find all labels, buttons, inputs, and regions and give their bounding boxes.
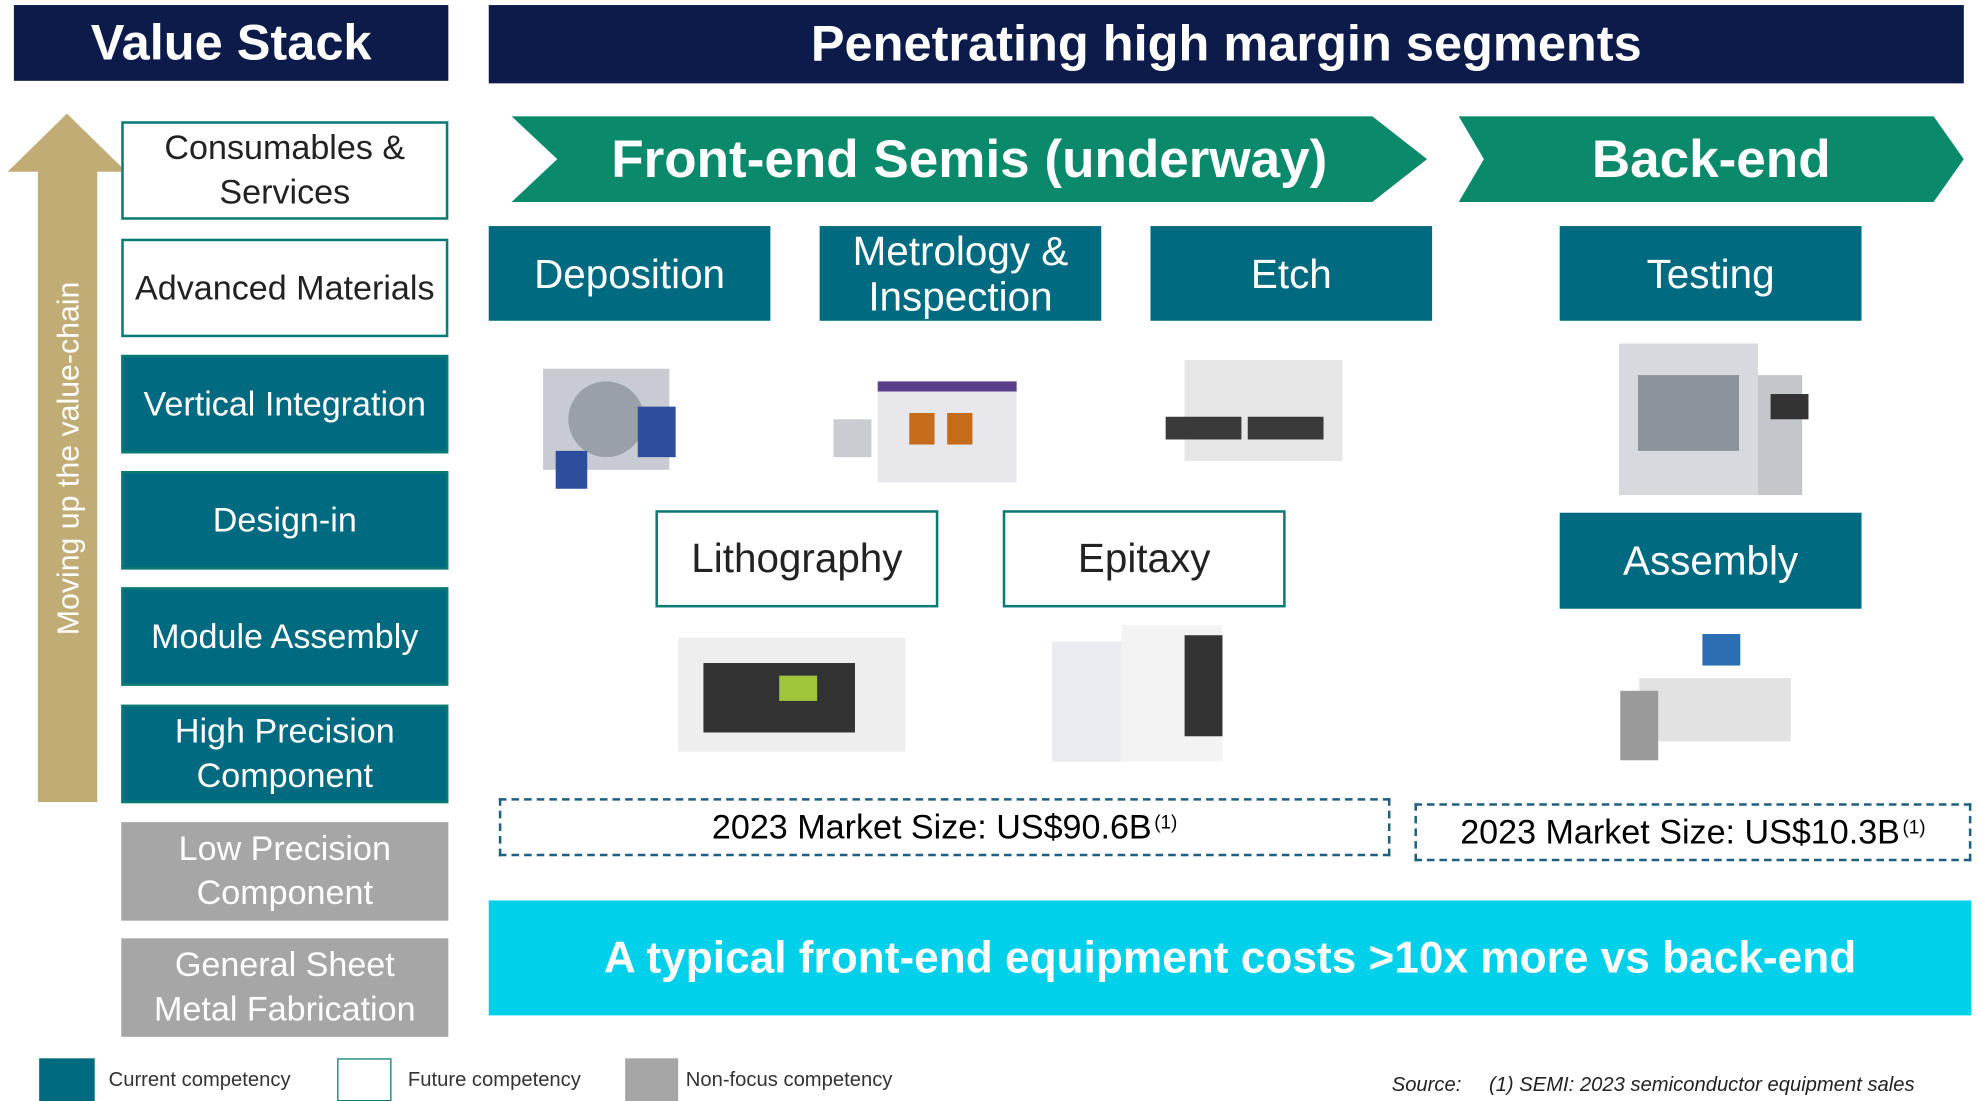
- segment: Deposition: [489, 226, 771, 321]
- equipment-image: [1159, 354, 1346, 474]
- equipment-image: [672, 625, 912, 758]
- axis-label: Moving up the value-chain: [52, 282, 85, 636]
- legend-label: Future competency: [408, 1070, 581, 1093]
- market-size-text: 2023 Market Size: US$10.3B: [1460, 813, 1900, 852]
- market-size: 2023 Market Size: US$10.3B(1): [1414, 803, 1971, 861]
- stack-item: Advanced Materials: [121, 239, 448, 338]
- page: Value Stack Penetrating high margin segm…: [0, 0, 1981, 1100]
- segment: Epitaxy: [1003, 510, 1286, 607]
- stack-item: High Precision Component: [121, 705, 448, 804]
- stack-item: Vertical Integration: [121, 355, 448, 454]
- equipment-image: [1046, 623, 1238, 768]
- legend-label: Current competency: [109, 1070, 291, 1093]
- right-title: Penetrating high margin segments: [489, 5, 1964, 83]
- stack-item: General Sheet Metal Fabrication: [121, 938, 448, 1037]
- stack-item: Module Assembly: [121, 587, 448, 686]
- slide: Value Stack Penetrating high margin segm…: [0, 0, 1980, 1100]
- legend-label: Non-focus competency: [686, 1070, 893, 1093]
- segment: Metrology & Inspection: [820, 226, 1102, 321]
- stack-item: Consumables & Services: [121, 121, 448, 220]
- market-size: 2023 Market Size: US$90.6B(1): [499, 798, 1391, 856]
- legend-swatch: [39, 1058, 95, 1101]
- footnote-ref: (1): [1902, 816, 1925, 837]
- segment: Etch: [1151, 226, 1433, 321]
- back-end-chevron: Back-end: [1459, 116, 1964, 202]
- segment: Testing: [1560, 226, 1862, 321]
- equipment-image: [827, 369, 1023, 489]
- legend-swatch: [337, 1058, 391, 1101]
- left-title: Value Stack: [14, 5, 448, 81]
- source-text: (1) SEMI: 2023 semiconductor equipment s…: [1489, 1075, 1915, 1098]
- equipment-image: [1606, 337, 1818, 501]
- footnote-ref: (1): [1154, 811, 1177, 832]
- market-size-text: 2023 Market Size: US$90.6B: [712, 808, 1152, 847]
- source-label: Source:: [1392, 1075, 1462, 1098]
- stack-item: Low Precision Component: [121, 822, 448, 921]
- legend-swatch: [625, 1058, 678, 1101]
- equipment-image: [530, 344, 688, 502]
- equipment-image: [1614, 628, 1806, 767]
- stack-item: Design-in: [121, 471, 448, 570]
- banner: A typical front-end equipment costs >10x…: [489, 900, 1972, 1015]
- front-end-chevron: Front-end Semis (underway): [511, 116, 1427, 202]
- value-arrow: Moving up the value-chain: [5, 111, 129, 806]
- segment: Assembly: [1560, 513, 1862, 609]
- segment: Lithography: [655, 510, 938, 607]
